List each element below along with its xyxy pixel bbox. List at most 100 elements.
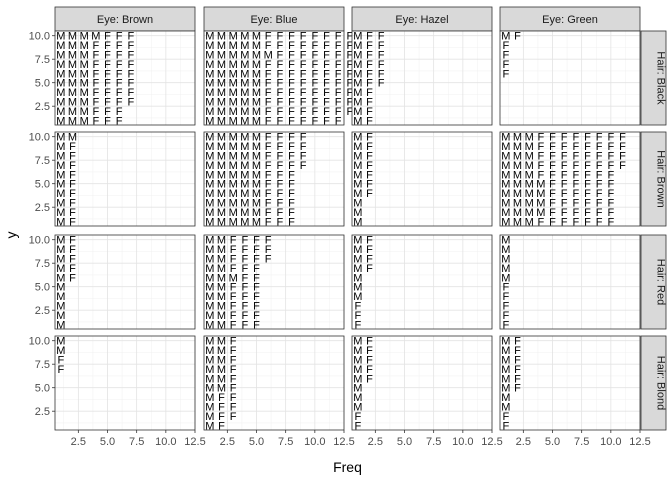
data-point-label: F — [549, 198, 556, 210]
data-point-label: M — [525, 141, 534, 153]
y-tick-label: 2.5 — [35, 406, 50, 418]
data-point-label: F — [265, 115, 272, 127]
data-point-label: F — [502, 301, 509, 313]
data-point-label: F — [346, 40, 353, 52]
data-point-label: M — [80, 31, 89, 43]
data-point-label: M — [205, 68, 214, 80]
data-point-label: M — [217, 291, 226, 303]
data-point-label: F — [346, 78, 353, 90]
data-point-label: M — [217, 179, 226, 191]
data-point-label: F — [366, 40, 373, 52]
data-point-label: F — [346, 31, 353, 43]
data-point-label: M — [80, 40, 89, 52]
data-point-label: F — [549, 188, 556, 200]
data-point-label: F — [366, 235, 373, 247]
data-point-label: F — [514, 355, 521, 367]
data-point-label: F — [265, 68, 272, 80]
data-point-label: M — [217, 87, 226, 99]
data-point-label: M — [217, 50, 226, 62]
data-point-label: M — [353, 282, 362, 294]
data-point-label: M — [501, 198, 510, 210]
data-point-label: F — [69, 216, 76, 228]
data-point-label: M — [205, 364, 214, 376]
data-point-label: F — [218, 392, 225, 404]
data-point-label: F — [537, 169, 544, 181]
data-point-label: F — [366, 59, 373, 71]
data-point-label: F — [276, 59, 283, 71]
data-point-label: F — [549, 132, 556, 144]
data-point-label: M — [205, 282, 214, 294]
panel-background — [55, 132, 195, 226]
data-point-label: F — [335, 97, 342, 109]
data-point-label: M — [68, 68, 77, 80]
data-point-label: F — [276, 169, 283, 181]
data-point-label: F — [584, 216, 591, 228]
data-point-label: F — [537, 151, 544, 163]
data-point-label: M — [56, 301, 65, 313]
data-point-label: M — [252, 106, 261, 118]
data-point-label: F — [366, 244, 373, 256]
data-point-label: F — [561, 169, 568, 181]
data-point-label: M — [56, 282, 65, 294]
data-point-label: F — [230, 392, 237, 404]
x-tick-label: 2.5 — [368, 436, 383, 448]
data-point-label: M — [205, 78, 214, 90]
data-point-label: M — [229, 97, 238, 109]
data-point-label: F — [104, 50, 111, 62]
data-point-label: M — [353, 169, 362, 181]
data-point-label: M — [205, 198, 214, 210]
data-point-label: F — [572, 216, 579, 228]
data-point-label: F — [607, 151, 614, 163]
data-point-label: M — [217, 364, 226, 376]
data-point-label: F — [241, 291, 248, 303]
data-point-label: F — [607, 141, 614, 153]
data-point-label: F — [323, 59, 330, 71]
data-point-label: M — [205, 160, 214, 172]
data-point-label: F — [276, 151, 283, 163]
data-point-label: F — [265, 59, 272, 71]
panel-border — [203, 234, 345, 330]
data-point-label: F — [378, 50, 385, 62]
data-point-label: M — [353, 68, 362, 80]
data-point-label: M — [80, 50, 89, 62]
data-point-label: F — [288, 40, 295, 52]
data-point-label: F — [288, 50, 295, 62]
data-point-label: F — [288, 169, 295, 181]
y-tick-label: 2.5 — [35, 101, 50, 113]
data-point-label: M — [501, 364, 510, 376]
data-point-label: F — [596, 132, 603, 144]
data-point-label: M — [353, 78, 362, 90]
data-point-label: F — [116, 106, 123, 118]
data-point-label: F — [311, 87, 318, 99]
x-tick-label: 12.5 — [184, 436, 205, 448]
data-point-label: M — [240, 151, 249, 163]
facet-strip-row-label: Hair: Red — [655, 259, 667, 305]
data-point-label: M — [353, 272, 362, 284]
data-point-label: F — [346, 106, 353, 118]
data-point-label: F — [502, 59, 509, 71]
data-point-label: F — [354, 319, 361, 331]
data-point-label: F — [607, 207, 614, 219]
data-point-label: F — [584, 169, 591, 181]
data-point-label: M — [80, 87, 89, 99]
data-point-label: M — [252, 50, 261, 62]
data-point-label: M — [56, 141, 65, 153]
data-point-label: F — [276, 207, 283, 219]
data-point-label: M — [240, 179, 249, 191]
data-point-label: M — [513, 188, 522, 200]
data-point-label: F — [127, 97, 134, 109]
data-point-label: F — [276, 31, 283, 43]
data-point-label: M — [501, 188, 510, 200]
data-point-label: M — [68, 132, 77, 144]
data-point-label: F — [366, 263, 373, 275]
data-point-label: M — [56, 115, 65, 127]
data-point-label: M — [56, 244, 65, 256]
data-point-label: M — [240, 141, 249, 153]
data-point-label: F — [92, 106, 99, 118]
data-point-label: M — [353, 355, 362, 367]
data-point-label: M — [501, 169, 510, 181]
data-point-label: M — [501, 216, 510, 228]
data-point-label: M — [353, 97, 362, 109]
data-point-label: F — [549, 207, 556, 219]
x-tick-label: 7.5 — [574, 436, 589, 448]
